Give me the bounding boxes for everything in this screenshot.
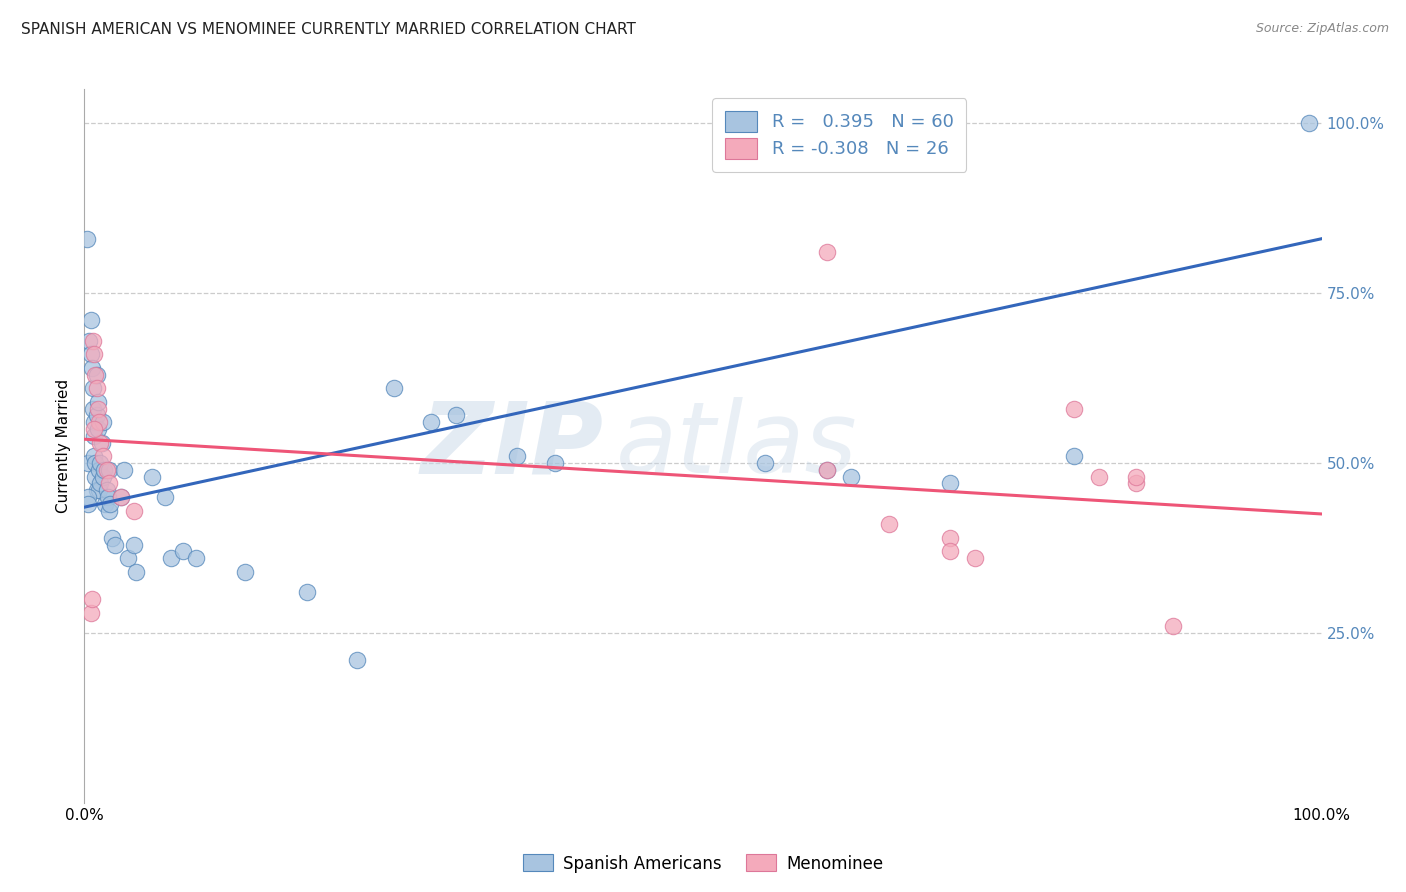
Point	[1088, 469, 1111, 483]
Point	[233, 565, 256, 579]
Point	[79, 313, 101, 327]
Point	[172, 544, 194, 558]
Point	[815, 245, 838, 260]
Point	[965, 551, 987, 566]
Point	[86, 409, 108, 423]
Point	[77, 456, 100, 470]
Point	[77, 497, 100, 511]
Point	[97, 490, 120, 504]
Point	[83, 429, 105, 443]
Point	[79, 334, 101, 348]
Point	[98, 503, 121, 517]
Point	[80, 360, 103, 375]
Text: SPANISH AMERICAN VS MENOMINEE CURRENTLY MARRIED CORRELATION CHART: SPANISH AMERICAN VS MENOMINEE CURRENTLY …	[21, 22, 636, 37]
Point	[295, 585, 318, 599]
Point	[110, 490, 132, 504]
Point	[939, 544, 962, 558]
Point	[877, 517, 900, 532]
Point	[125, 565, 148, 579]
Point	[91, 469, 114, 483]
Point	[83, 449, 105, 463]
Point	[117, 551, 139, 566]
Text: atlas: atlas	[616, 398, 858, 494]
Point	[346, 653, 368, 667]
Point	[112, 463, 135, 477]
Point	[89, 435, 111, 450]
Point	[90, 435, 112, 450]
Point	[79, 347, 101, 361]
Point	[89, 456, 111, 470]
Point	[153, 490, 176, 504]
Point	[79, 606, 101, 620]
Point	[80, 591, 103, 606]
Legend: Spanish Americans, Menominee: Spanish Americans, Menominee	[516, 847, 890, 880]
Point	[939, 531, 962, 545]
Y-axis label: Currently Married: Currently Married	[56, 379, 72, 513]
Point	[419, 415, 441, 429]
Point	[543, 456, 565, 470]
Point	[1298, 116, 1320, 130]
Point	[1125, 476, 1147, 491]
Point	[98, 476, 121, 491]
Point	[382, 381, 405, 395]
Point	[110, 490, 132, 504]
Point	[754, 456, 776, 470]
Point	[84, 469, 107, 483]
Point	[96, 463, 118, 477]
Point	[89, 415, 111, 429]
Point	[89, 463, 111, 477]
Text: Source: ZipAtlas.com: Source: ZipAtlas.com	[1256, 22, 1389, 36]
Legend: R =   0.395   N = 60, R = -0.308   N = 26: R = 0.395 N = 60, R = -0.308 N = 26	[711, 98, 966, 171]
Point	[815, 463, 838, 477]
Point	[87, 394, 110, 409]
Point	[1063, 401, 1085, 416]
Point	[83, 415, 105, 429]
Point	[841, 469, 863, 483]
Point	[184, 551, 207, 566]
Point	[104, 537, 127, 551]
Point	[91, 415, 114, 429]
Point	[93, 463, 115, 477]
Point	[82, 401, 104, 416]
Point	[84, 456, 107, 470]
Point	[89, 483, 111, 498]
Point	[86, 483, 108, 498]
Point	[1063, 449, 1085, 463]
Point	[82, 334, 104, 348]
Point	[1161, 619, 1184, 633]
Point	[98, 463, 121, 477]
Point	[91, 449, 114, 463]
Point	[87, 422, 110, 436]
Point	[141, 469, 163, 483]
Point	[86, 381, 108, 395]
Point	[444, 409, 467, 423]
Point	[160, 551, 183, 566]
Text: ZIP: ZIP	[420, 398, 605, 494]
Point	[96, 483, 118, 498]
Point	[87, 401, 110, 416]
Point	[83, 347, 105, 361]
Point	[94, 497, 117, 511]
Point	[98, 497, 121, 511]
Point	[122, 537, 145, 551]
Point	[122, 503, 145, 517]
Point	[86, 368, 108, 382]
Point	[82, 381, 104, 395]
Point	[77, 490, 100, 504]
Point	[100, 531, 122, 545]
Point	[83, 422, 105, 436]
Point	[1125, 469, 1147, 483]
Point	[815, 463, 838, 477]
Point	[84, 368, 107, 382]
Point	[506, 449, 529, 463]
Point	[76, 232, 98, 246]
Point	[939, 476, 962, 491]
Point	[89, 476, 111, 491]
